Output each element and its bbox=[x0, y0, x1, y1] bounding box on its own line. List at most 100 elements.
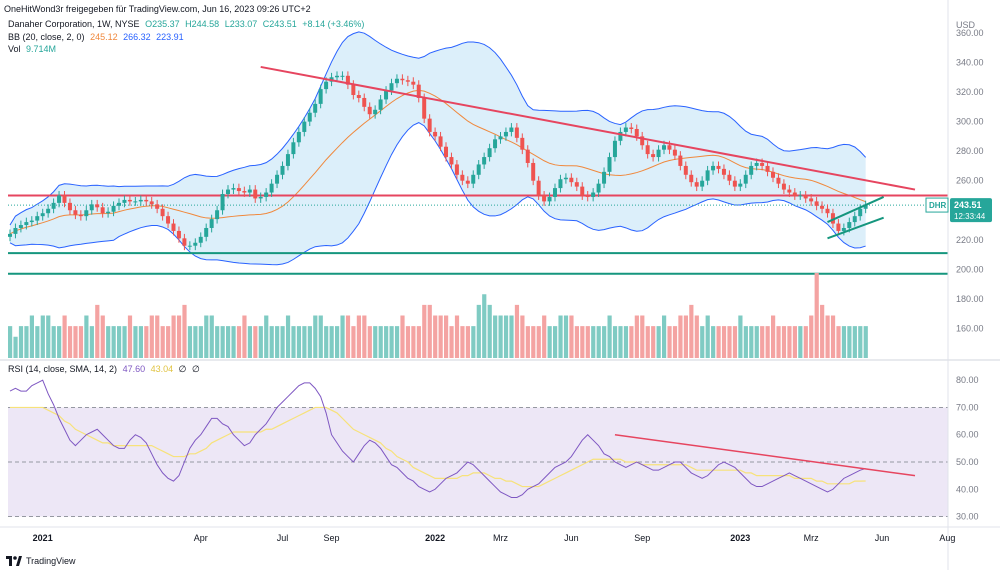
candle-body bbox=[166, 216, 171, 224]
volume-bar bbox=[78, 326, 84, 358]
candle-body bbox=[24, 222, 29, 226]
candle-body bbox=[787, 189, 792, 193]
ohlc-open: O235.37 bbox=[145, 19, 180, 29]
candle-body bbox=[683, 165, 688, 175]
price-tag-countdown: 12:33:44 bbox=[954, 212, 986, 221]
candle-body bbox=[721, 168, 726, 175]
candle-body bbox=[307, 112, 312, 122]
volume-bar bbox=[296, 326, 302, 358]
bb-basis-value: 245.12 bbox=[90, 32, 118, 42]
candle-body bbox=[345, 75, 350, 85]
candle-body bbox=[640, 136, 645, 146]
rsi-pane[interactable] bbox=[8, 379, 948, 518]
volume-bar bbox=[378, 326, 383, 358]
candle-body bbox=[651, 154, 656, 158]
volume-bar bbox=[503, 315, 509, 358]
symbol-legend[interactable]: Danaher Corporation, 1W, NYSE O235.37 H2… bbox=[8, 19, 367, 29]
volume-bar bbox=[155, 315, 160, 358]
volume-bar bbox=[215, 326, 220, 358]
candle-body bbox=[498, 136, 503, 140]
price-tick-label: 160.00 bbox=[956, 323, 984, 333]
volume-bar bbox=[531, 326, 536, 358]
volume-bar bbox=[487, 304, 492, 358]
volume-bar bbox=[204, 315, 209, 358]
volume-bar bbox=[444, 315, 449, 358]
candle-body bbox=[754, 162, 759, 166]
volume-bar bbox=[634, 315, 639, 358]
price-pane[interactable] bbox=[8, 31, 948, 275]
volume-bar bbox=[803, 326, 808, 358]
candle-body bbox=[324, 81, 329, 90]
candle-body bbox=[776, 177, 781, 184]
ohlc-high: H244.58 bbox=[185, 19, 220, 29]
volume-bar bbox=[476, 304, 481, 358]
volume-bar bbox=[95, 304, 100, 358]
candle-body bbox=[569, 177, 574, 183]
candle-body bbox=[623, 127, 628, 132]
candle-body bbox=[318, 89, 323, 104]
candle-body bbox=[454, 164, 459, 175]
volume-bar bbox=[40, 315, 45, 358]
candle-body bbox=[18, 225, 23, 228]
volume-bar bbox=[509, 315, 514, 358]
candle-body bbox=[602, 171, 607, 184]
volume-bar bbox=[607, 315, 612, 358]
bb-legend[interactable]: BB (20, close, 2, 0) 245.12 266.32 223.9… bbox=[8, 32, 187, 42]
volume-bar bbox=[814, 273, 819, 358]
volume-bar bbox=[721, 326, 727, 358]
volume-bar bbox=[291, 326, 296, 358]
volume-bar bbox=[384, 326, 389, 358]
volume-bar bbox=[580, 326, 585, 358]
volume-bar bbox=[253, 326, 258, 358]
candle-body bbox=[416, 84, 421, 98]
vol-label[interactable]: Vol bbox=[8, 44, 21, 54]
candle-body bbox=[411, 81, 416, 85]
candle-body bbox=[743, 174, 748, 184]
candle-body bbox=[792, 192, 797, 196]
volume-bar bbox=[394, 326, 400, 358]
candle-body bbox=[645, 145, 650, 155]
volume-bar bbox=[220, 326, 225, 358]
candle-body bbox=[493, 139, 498, 149]
volume-bar bbox=[84, 315, 89, 358]
volume-bar bbox=[182, 304, 187, 358]
candle-body bbox=[612, 140, 617, 158]
candle-body bbox=[558, 179, 563, 189]
candle-body bbox=[487, 148, 492, 158]
rsi-label[interactable]: RSI (14, close, SMA, 14, 2) bbox=[8, 364, 118, 374]
volume-bar bbox=[193, 326, 198, 358]
candle-body bbox=[803, 195, 808, 199]
tradingview-logo[interactable]: TradingView bbox=[6, 556, 76, 566]
candle-body bbox=[8, 233, 12, 237]
candle-body bbox=[863, 205, 868, 209]
volume-bar bbox=[771, 315, 776, 358]
candle-body bbox=[247, 189, 252, 193]
volume-bar bbox=[242, 315, 247, 358]
volume-bar bbox=[820, 304, 825, 358]
candle-body bbox=[73, 210, 78, 215]
volume-bar bbox=[760, 326, 765, 358]
candle-body bbox=[373, 109, 378, 115]
volume-bar bbox=[35, 326, 40, 358]
candle-body bbox=[672, 149, 677, 156]
bb-band-fill bbox=[10, 31, 866, 265]
rsi-tick-label: 50.00 bbox=[956, 457, 979, 467]
rsi-legend[interactable]: RSI (14, close, SMA, 14, 2) 47.60 43.04 … bbox=[8, 364, 203, 375]
candle-body bbox=[313, 103, 318, 113]
candle-body bbox=[438, 136, 443, 147]
price-tick-label: 340.00 bbox=[956, 58, 984, 68]
candle-body bbox=[384, 90, 389, 100]
bb-label[interactable]: BB (20, close, 2, 0) bbox=[8, 32, 85, 42]
symbol-title[interactable]: Danaher Corporation, 1W, NYSE bbox=[8, 19, 140, 29]
candle-body bbox=[13, 227, 18, 234]
volume-bar bbox=[231, 326, 236, 358]
volume-bar bbox=[547, 326, 552, 358]
candle-body bbox=[444, 146, 448, 158]
volume-bar bbox=[667, 326, 672, 358]
candle-body bbox=[656, 149, 661, 158]
vol-legend[interactable]: Vol 9.714M bbox=[8, 44, 59, 54]
candle-body bbox=[133, 201, 138, 203]
volume-bar bbox=[858, 326, 863, 358]
volume-bar bbox=[149, 315, 154, 358]
